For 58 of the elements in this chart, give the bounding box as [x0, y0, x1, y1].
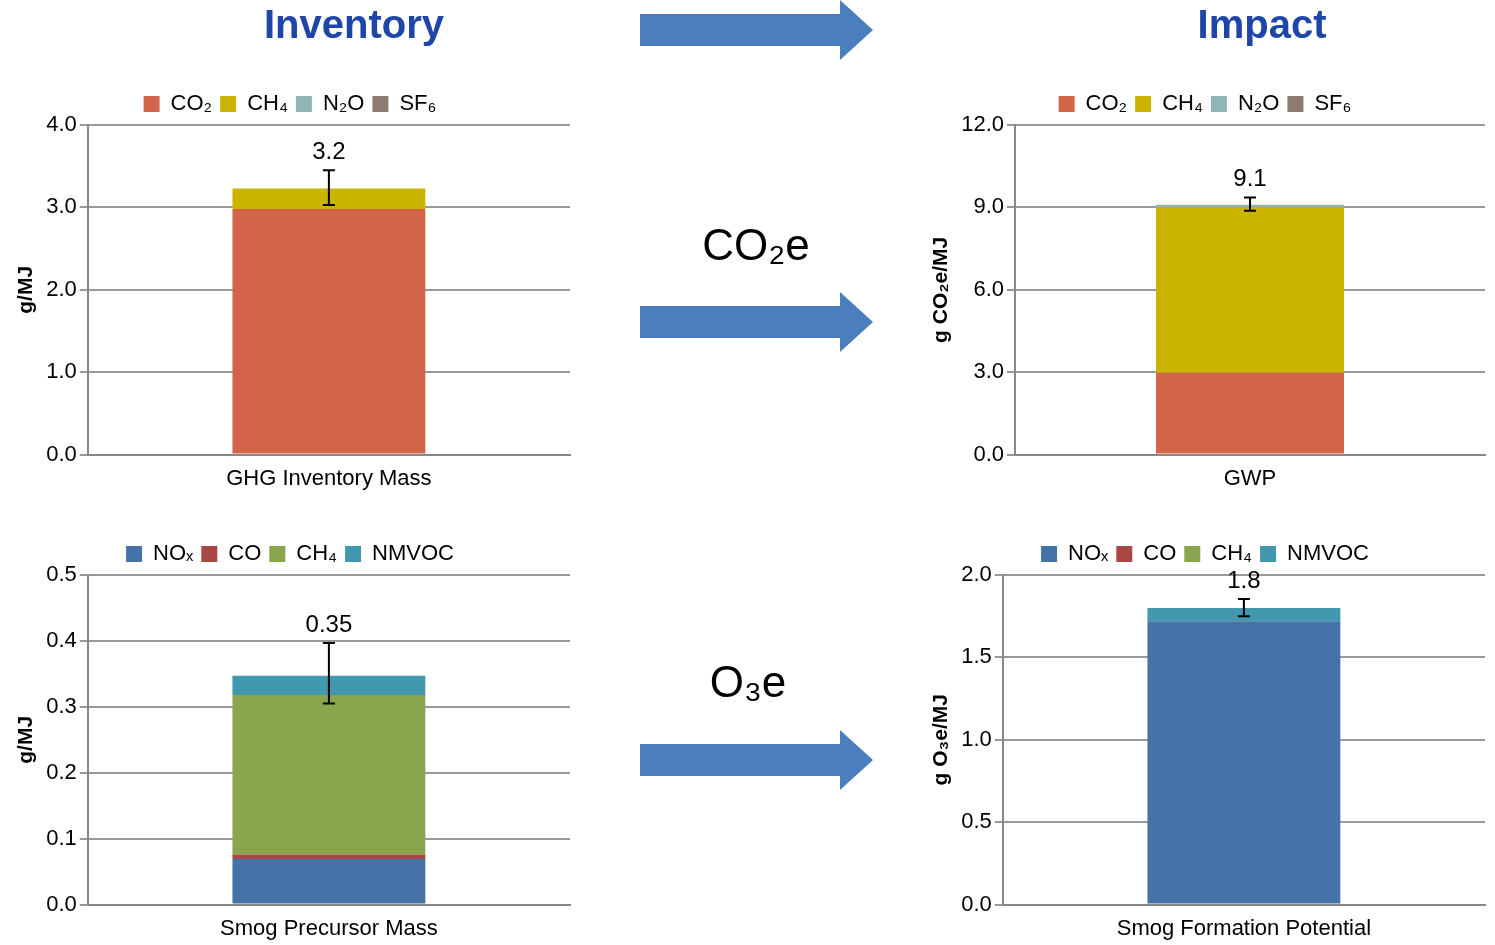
total-label: 1.8	[1227, 565, 1261, 593]
x-tick-label: GHG Inventory Mass	[226, 464, 432, 490]
y-tick-label: 2.0	[961, 561, 992, 587]
y-tick-label: 2.0	[46, 275, 77, 301]
bar	[1156, 372, 1345, 454]
y-tick-label: 0.5	[961, 808, 992, 834]
y-tick-label: 0.0	[46, 890, 77, 916]
text: CO₂e	[701, 220, 811, 270]
x-tick-label: Smog Precursor Mass	[220, 914, 438, 940]
y-tick-label: 0.5	[46, 561, 77, 587]
chart-title: Impact	[1196, 2, 1328, 47]
legend-label: CH₄	[247, 90, 288, 116]
y-tick-label: 0.0	[973, 440, 1005, 466]
y-tick-label: 0.4	[46, 626, 77, 652]
legend-label: CO₂	[1085, 90, 1128, 116]
total-label: 0.35	[305, 609, 353, 637]
legend-label: CO	[1143, 540, 1177, 566]
bar	[1156, 207, 1345, 373]
y-axis-title: g O₃e/MJ	[928, 694, 952, 786]
legend-label: CH₄	[1211, 540, 1253, 566]
text: O₃e	[708, 657, 788, 707]
legend-label: CO₂	[170, 90, 213, 116]
legend-label: SF₆	[399, 90, 437, 116]
legend-label: CH₄	[1162, 90, 1203, 116]
x-tick-label: GWP	[1223, 464, 1277, 490]
legend-label: NMVOC	[372, 540, 455, 566]
y-tick-label: 6.0	[973, 275, 1005, 301]
bar	[232, 859, 426, 904]
legend-label: CO	[228, 540, 262, 566]
x-tick-label: Smog Formation Potential	[1116, 914, 1372, 940]
y-tick-label: 3.0	[973, 358, 1005, 384]
y-tick-label: 1.0	[46, 358, 77, 384]
legend-label: SF₆	[1314, 90, 1352, 116]
y-tick-label: 4.0	[46, 111, 77, 137]
legend-label: N₂O	[1237, 90, 1280, 116]
y-tick-label: 0.3	[46, 692, 77, 718]
y-tick-label: 0.0	[961, 890, 992, 916]
legend-label: NOₓ	[1068, 540, 1110, 566]
total-label: 9.1	[1233, 164, 1267, 192]
y-tick-label: 0.0	[46, 440, 77, 466]
legend-label: NMVOC	[1287, 540, 1370, 566]
y-tick-label: 1.0	[961, 725, 992, 751]
legend-label: NOₓ	[153, 540, 195, 566]
y-axis-title: g/MJ	[13, 715, 37, 764]
y-axis-title: g CO₂e/MJ	[928, 236, 952, 343]
y-tick-label: 0.2	[46, 758, 77, 784]
legend-label: CH₄	[296, 540, 338, 566]
y-tick-label: 0.1	[46, 824, 77, 850]
total-label: 3.2	[312, 136, 346, 164]
legend-label: N₂O	[322, 90, 365, 116]
bar	[232, 694, 426, 855]
y-tick-label: 12.0	[961, 111, 1005, 137]
y-tick-label: 3.0	[46, 193, 77, 219]
y-tick-label: 9.0	[973, 193, 1005, 219]
chart-title: Inventory	[262, 2, 445, 47]
y-axis-title: g/MJ	[13, 265, 37, 314]
bar	[232, 675, 426, 695]
y-tick-label: 1.5	[961, 643, 992, 669]
